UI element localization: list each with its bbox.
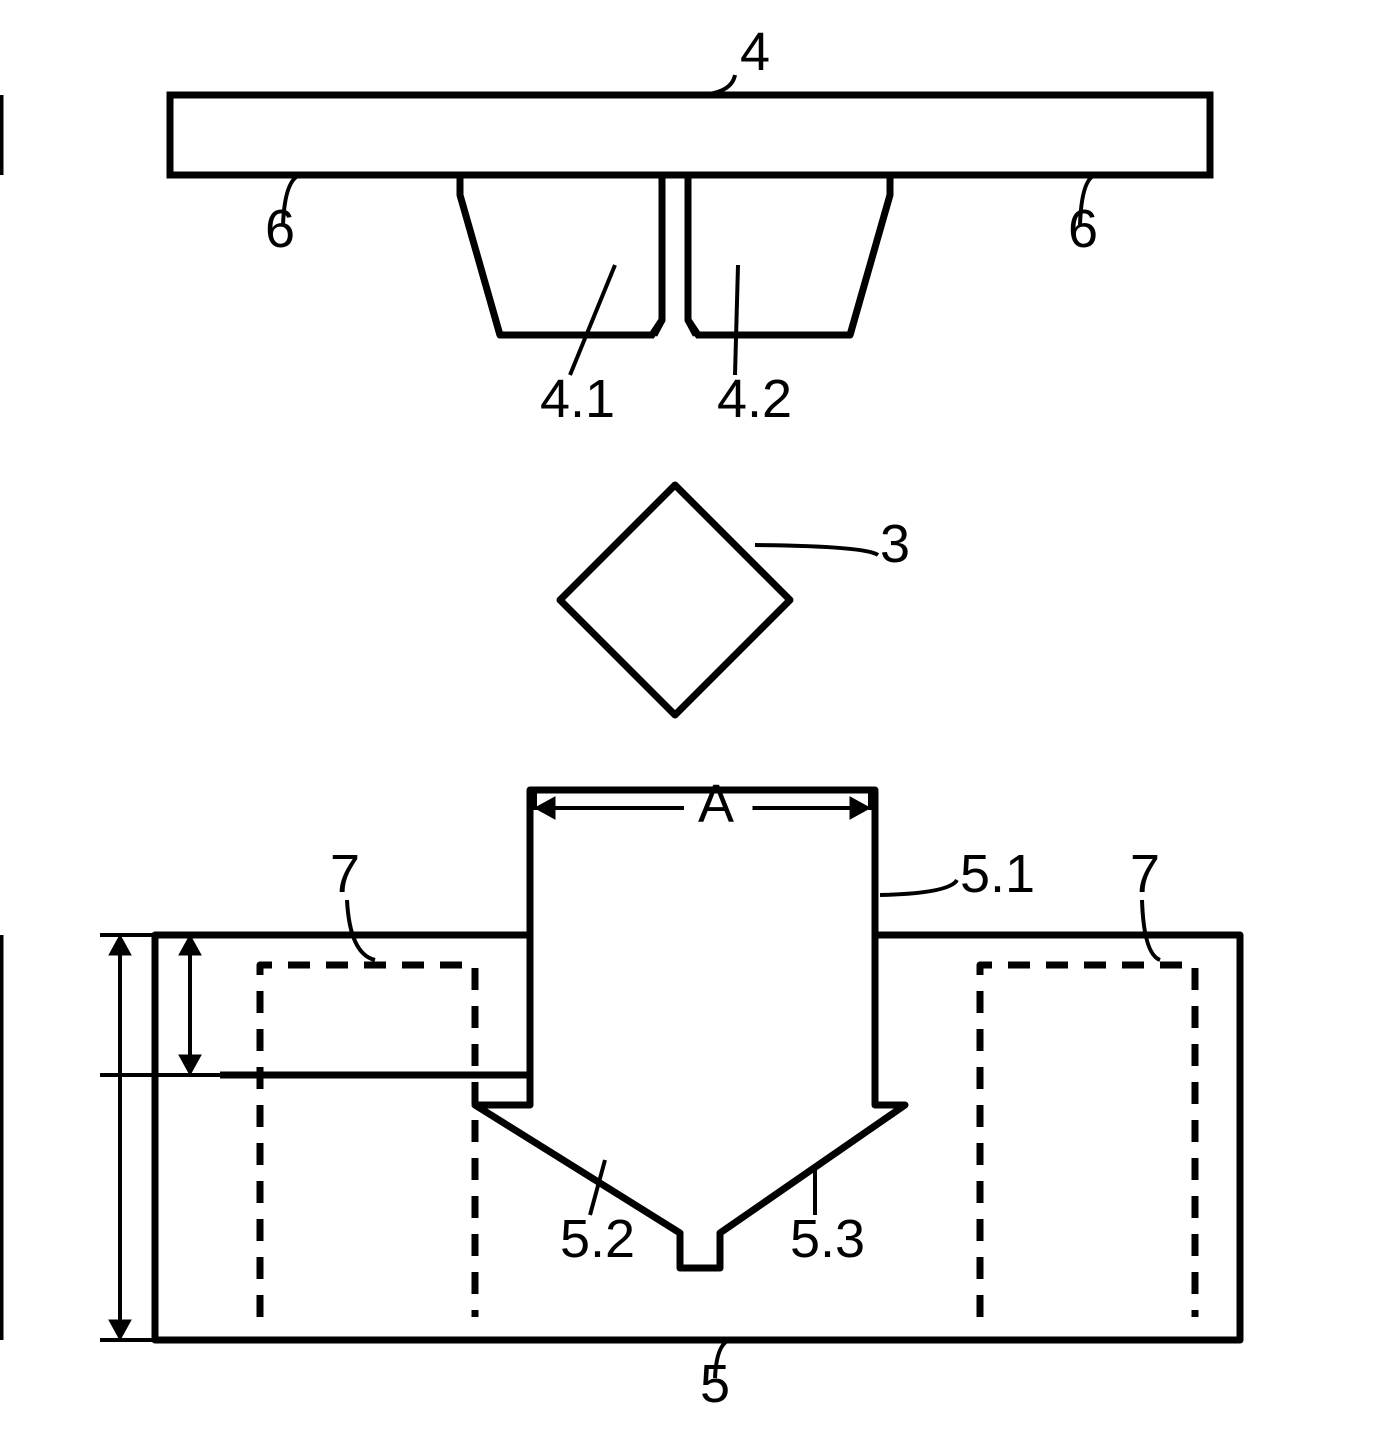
label-7-right: 7 [1130,843,1160,905]
label-4-2: 4.2 [717,368,792,430]
label-A: A [698,773,734,835]
label-4: 4 [740,21,770,83]
diagram-stage: 4 6 6 4.1 4.2 3 A 5.1 7 7 5.2 5.3 5 [0,0,1396,1454]
label-5-2: 5.2 [560,1208,635,1270]
diagram-svg [0,0,1396,1454]
label-5-3: 5.3 [790,1208,865,1270]
label-4-1: 4.1 [540,368,615,430]
label-5-1: 5.1 [960,843,1035,905]
label-3: 3 [880,513,910,575]
label-6-right: 6 [1068,198,1098,260]
label-6-left: 6 [265,198,295,260]
label-7-left: 7 [330,843,360,905]
label-5: 5 [700,1353,730,1415]
